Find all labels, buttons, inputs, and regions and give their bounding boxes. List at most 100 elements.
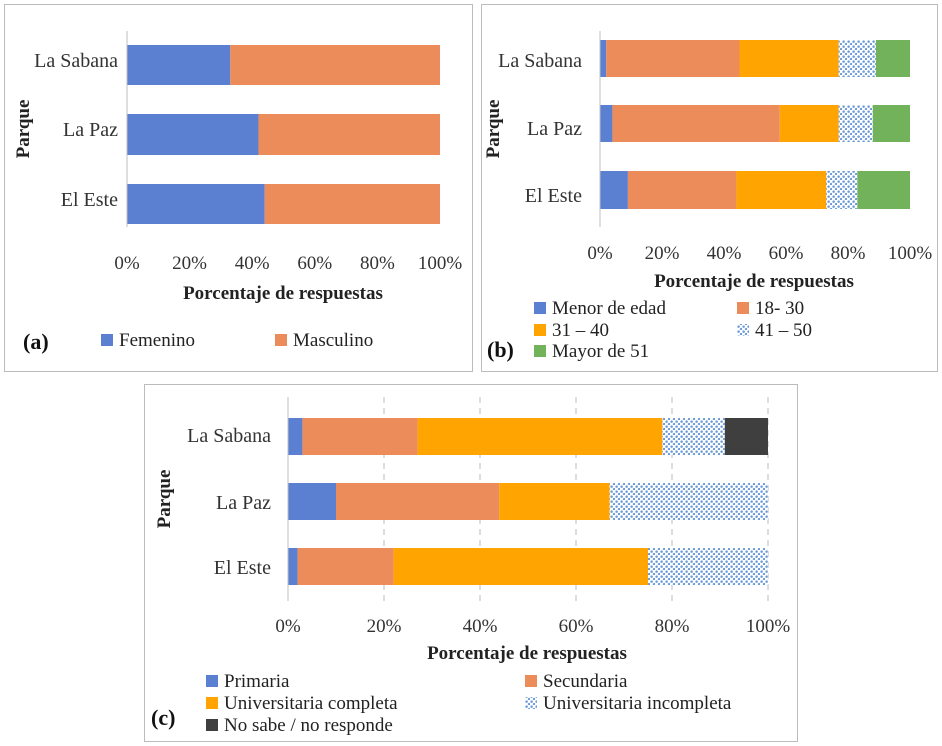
legend-b-swatch-2 — [534, 324, 546, 336]
x-tick-a-2: 40% — [235, 253, 270, 274]
y-tick-c-0: La Sabana — [187, 425, 271, 447]
bar-b-2-4 — [857, 171, 910, 209]
panel-label-a: (a) — [23, 329, 49, 354]
legend-b-swatch-1 — [737, 302, 749, 314]
bar-b-0-0 — [600, 40, 607, 77]
legend-a-swatch-0 — [101, 334, 113, 346]
panel-label-c: (c) — [151, 705, 175, 730]
x-tick-c-0: 0% — [275, 616, 301, 637]
bar-b-0-2 — [739, 40, 839, 77]
legend-b-label-4: Mayor de 51 — [552, 341, 649, 362]
y-tick-b-2: El Este — [525, 185, 582, 207]
y-tick-a-0: La Sabana — [34, 50, 118, 72]
x-axis-title-b: Porcentaje de respuestas — [654, 271, 854, 292]
legend-b-label-3: 41 – 50 — [755, 320, 812, 341]
bar-c-0-1 — [302, 418, 418, 455]
bar-a-1-1 — [258, 114, 440, 155]
y-axis-title-c: Parque — [154, 470, 175, 529]
legend-b-swatch-0 — [534, 302, 546, 314]
bar-a-0-0 — [127, 45, 231, 85]
bar-c-2-3 — [648, 548, 768, 585]
y-axis-title-b: Parque — [483, 100, 504, 159]
bar-b-1-2 — [779, 105, 839, 142]
legend-b-swatch-3 — [737, 324, 749, 336]
x-tick-c-5: 100% — [746, 616, 791, 637]
bar-a-0-1 — [230, 45, 440, 85]
bar-c-0-2 — [417, 418, 663, 455]
legend-c-swatch-3 — [525, 697, 537, 709]
bar-c-0-0 — [288, 418, 303, 455]
x-tick-b-5: 100% — [888, 243, 933, 264]
legend-c-swatch-2 — [206, 697, 218, 709]
legend-c-swatch-0 — [206, 675, 218, 687]
bar-c-1-2 — [499, 483, 610, 520]
legend-a-label-0: Femenino — [119, 330, 195, 351]
x-tick-c-4: 80% — [655, 616, 690, 637]
x-tick-b-1: 20% — [645, 243, 680, 264]
legend-a-label-1: Masculino — [293, 330, 373, 351]
legend-c-label-2: Universitaria completa — [224, 693, 398, 714]
x-tick-a-5: 100% — [418, 253, 463, 274]
bar-b-2-2 — [736, 171, 827, 209]
bar-b-2-0 — [600, 171, 628, 209]
x-tick-b-3: 60% — [769, 243, 804, 264]
x-tick-b-4: 80% — [831, 243, 866, 264]
bars-b — [600, 40, 910, 209]
y-tick-a-1: La Paz — [63, 119, 118, 141]
x-axis-title-a: Porcentaje de respuestas — [183, 283, 383, 304]
chart-panel-c: La Sabana La Paz El Este 0% 20% 40% 60% … — [144, 384, 798, 742]
bar-b-1-1 — [612, 105, 780, 142]
bar-c-0-4 — [724, 418, 768, 455]
bar-c-1-3 — [609, 483, 768, 520]
legend-c-label-0: Primaria — [224, 671, 290, 692]
legend-b-label-0: Menor de edad — [552, 298, 666, 319]
x-tick-c-3: 60% — [559, 616, 594, 637]
legend-c-swatch-1 — [525, 675, 537, 687]
bar-c-2-0 — [288, 548, 298, 585]
bar-a-1-0 — [127, 114, 259, 155]
legend-c-label-4: No sabe / no responde — [224, 715, 393, 736]
bar-c-2-1 — [297, 548, 394, 585]
bars-c — [288, 418, 768, 585]
panel-label-b: (b) — [487, 337, 514, 362]
bar-b-0-1 — [606, 40, 740, 77]
legend-c-label-3: Universitaria incompleta — [543, 693, 732, 714]
bar-c-1-0 — [288, 483, 336, 520]
legend-a-swatch-1 — [275, 334, 287, 346]
x-tick-b-0: 0% — [587, 243, 613, 264]
bar-b-0-3 — [838, 40, 876, 77]
bar-b-1-3 — [838, 105, 873, 142]
y-tick-b-0: La Sabana — [498, 50, 582, 72]
y-tick-c-1: La Paz — [216, 492, 271, 514]
bar-b-1-4 — [872, 105, 910, 142]
legend-b-label-2: 31 – 40 — [552, 320, 609, 341]
bar-b-1-0 — [600, 105, 613, 142]
legend-c-swatch-4 — [206, 719, 218, 731]
bar-b-2-1 — [627, 171, 737, 209]
chart-svg-a: La Sabana La Paz El Este 0% 20% 40% 60% … — [13, 31, 463, 354]
y-axis-title-a: Parque — [13, 100, 34, 159]
y-tick-b-1: La Paz — [527, 118, 582, 140]
legend-b-swatch-4 — [534, 345, 546, 357]
x-tick-a-0: 0% — [114, 253, 140, 274]
bar-c-0-3 — [662, 418, 725, 455]
x-tick-a-4: 80% — [360, 253, 395, 274]
x-axis-title-c: Porcentaje de respuestas — [427, 643, 627, 664]
chart-panel-b: La Sabana La Paz El Este 0% 20% 40% 60% … — [481, 4, 938, 372]
x-tick-c-1: 20% — [367, 616, 402, 637]
chart-svg-b: La Sabana La Paz El Este 0% 20% 40% 60% … — [483, 31, 933, 362]
y-tick-c-2: El Este — [214, 557, 271, 579]
x-tick-a-1: 20% — [172, 253, 207, 274]
bar-c-2-2 — [393, 548, 648, 585]
bar-a-2-0 — [127, 184, 265, 224]
x-tick-c-2: 40% — [463, 616, 498, 637]
x-tick-b-2: 40% — [707, 243, 742, 264]
bar-c-1-1 — [336, 483, 500, 520]
bar-a-2-1 — [264, 184, 440, 224]
chart-svg-c: La Sabana La Paz El Este 0% 20% 40% 60% … — [151, 397, 791, 736]
x-tick-a-3: 60% — [297, 253, 332, 274]
y-tick-a-2: El Este — [61, 189, 118, 211]
bar-b-0-4 — [875, 40, 910, 77]
bar-b-2-3 — [826, 171, 858, 209]
legend-c-label-1: Secundaria — [543, 671, 628, 692]
